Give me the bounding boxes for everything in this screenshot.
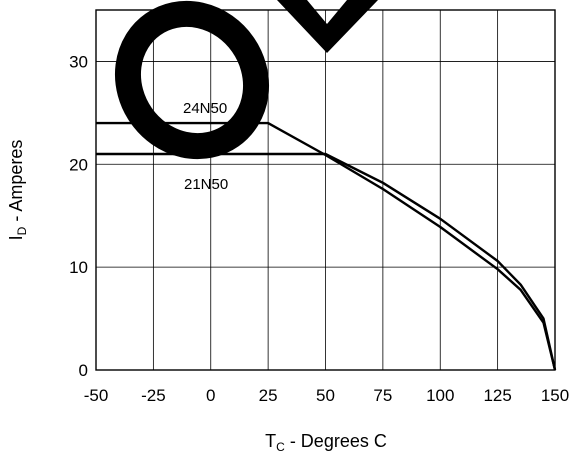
x-tick-label: -25	[141, 386, 166, 405]
y-axis-title: ID - Amperes	[6, 140, 29, 241]
x-tick-labels: -50 -25 0 25 50 75 100 125 150	[84, 386, 569, 405]
y-tick-label: 30	[69, 52, 88, 71]
x-tick-label: -50	[84, 386, 109, 405]
series-line-21n50	[96, 152, 557, 371]
y-tick-labels: 0 10 20 30	[69, 52, 88, 380]
curve-label-21n50: 21N50	[184, 176, 228, 193]
y-tick-label: 0	[79, 361, 88, 380]
x-tick-label: 100	[426, 386, 454, 405]
y-tick-label: 20	[69, 155, 88, 174]
y-tick-label: 10	[69, 258, 88, 277]
x-axis-title: TC - Degrees C	[265, 431, 387, 454]
watermark-ring	[114, 0, 270, 160]
curve-label-24n50: 24N50	[183, 100, 227, 117]
x-tick-label: 75	[373, 386, 392, 405]
grid-lines	[95, 10, 556, 371]
x-tick-label: 150	[541, 386, 569, 405]
x-tick-label: 50	[316, 386, 335, 405]
watermark-chevron	[277, 0, 378, 53]
series-group	[96, 121, 557, 371]
x-tick-label: 125	[483, 386, 511, 405]
plot-frame	[95, 9, 556, 371]
watermark-logo	[114, 0, 378, 160]
x-tick-label: 25	[259, 386, 278, 405]
x-tick-label: 0	[206, 386, 215, 405]
series-line-24n50	[96, 121, 557, 371]
